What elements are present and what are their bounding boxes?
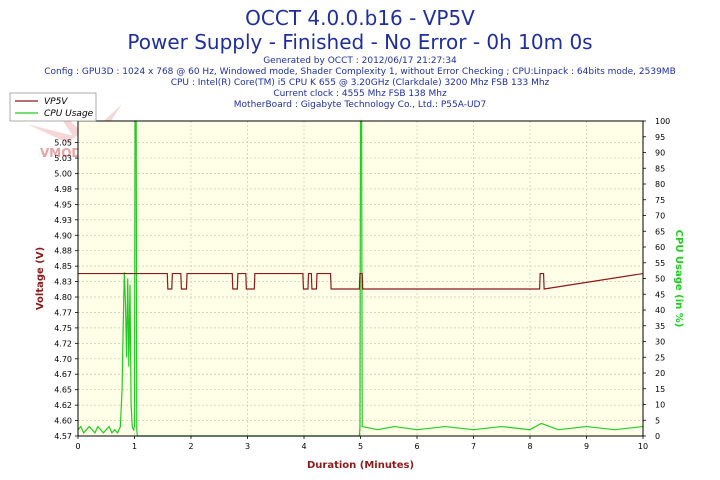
y-tick-label: 4.88: [54, 247, 72, 256]
y2-axis-label: CPU Usage (in %): [673, 230, 684, 328]
y-tick-label: 4.90: [54, 231, 72, 240]
y-tick-label: 5.00: [54, 170, 72, 179]
y2-tick-label: 65: [655, 227, 665, 236]
y2-tick-label: 40: [655, 306, 665, 315]
axes: [75, 120, 646, 439]
y2-tick-label: 70: [655, 212, 665, 221]
y-tick-label: 5.03: [54, 154, 72, 163]
clock-line: Current clock : 4555 Mhz FSB 138 Mhz: [273, 89, 447, 99]
x-tick-label: 5: [358, 442, 363, 451]
y-tick-label: 4.70: [54, 355, 72, 364]
y-tick-label: 4.67: [54, 370, 72, 379]
y-tick-label: 4.77: [54, 308, 72, 317]
x-tick-label: 4: [301, 442, 306, 451]
y-tick-label: 4.65: [54, 386, 72, 395]
legend-box: [9, 92, 97, 122]
plot-frame: [77, 120, 644, 437]
x-tick-label: 9: [584, 442, 589, 451]
y2-tick-label: 50: [655, 275, 665, 284]
y-tick-label: 4.60: [54, 417, 72, 426]
y2-tick-label: 85: [655, 164, 665, 173]
y-tick-label: 4.62: [54, 401, 72, 410]
legend-label: CPU Usage: [44, 109, 94, 119]
x-tick-label: 6: [414, 442, 419, 451]
x-tick-label: 2: [188, 442, 193, 451]
chart-subtitle: Power Supply - Finished - No Error - 0h …: [127, 30, 593, 54]
x-tick-label: 8: [527, 442, 532, 451]
y2-tick-label: 5: [655, 416, 660, 425]
y2-tick-label: 45: [655, 290, 665, 299]
x-axis-label: Duration (Minutes): [307, 460, 414, 471]
tick-labels: 0 1 2 3 4 5 6 7 8 9 104.574.604.624.654.674.704.72…: [54, 117, 670, 451]
y2-tick-label: 75: [655, 196, 665, 205]
y-tick-label: 4.95: [54, 200, 72, 209]
x-tick-label: 3: [245, 442, 250, 451]
config-line: Config : GPU3D : 1024 x 768 @ 60 Hz, Win…: [44, 67, 676, 77]
y2-tick-label: 80: [655, 180, 665, 189]
chart-title: OCCT 4.0.0.b16 - VP5V: [245, 6, 475, 30]
y-tick-label: 4.93: [54, 216, 72, 225]
y-tick-label: 4.80: [54, 293, 72, 302]
cpu-line: CPU : Intel(R) Core(TM) i5 CPU K 655 @ 3…: [170, 78, 550, 88]
y2-tick-label: 20: [655, 369, 665, 378]
y-tick-label: 4.57: [54, 432, 72, 441]
x-tick-label: 0: [75, 442, 80, 451]
y-tick-label: 4.85: [54, 262, 72, 271]
y2-tick-label: 35: [655, 322, 665, 331]
y2-tick-label: 55: [655, 259, 665, 268]
generated-line: Generated by OCCT : 2012/06/17 21:27:34: [263, 56, 457, 66]
legend-label: VP5V: [44, 97, 68, 107]
x-tick-label: 1: [132, 442, 137, 451]
y2-tick-label: 25: [655, 353, 665, 362]
y2-tick-label: 10: [655, 401, 665, 410]
series-vp5v: [78, 272, 644, 290]
x-tick-label: 10: [638, 442, 648, 451]
motherboard-line: MotherBoard : Gigabyte Technology Co., L…: [233, 100, 487, 110]
y-tick-label: 5.05: [54, 139, 72, 148]
y2-tick-label: 95: [655, 133, 665, 142]
y2-tick-label: 60: [655, 243, 665, 252]
y2-tick-label: 90: [655, 149, 665, 158]
y2-tick-label: 15: [655, 385, 665, 394]
y2-tick-label: 100: [655, 117, 670, 126]
y-tick-label: 4.75: [54, 324, 72, 333]
y-tick-label: 4.98: [54, 185, 72, 194]
y-tick-label: 4.83: [54, 278, 72, 287]
y-tick-label: 4.72: [54, 339, 72, 348]
y-axis-label: Voltage (V): [35, 247, 46, 310]
x-tick-label: 7: [471, 442, 476, 451]
y2-tick-label: 0: [655, 432, 660, 441]
y2-tick-label: 30: [655, 338, 665, 347]
legend: VP5V CPU Usage: [9, 92, 97, 122]
